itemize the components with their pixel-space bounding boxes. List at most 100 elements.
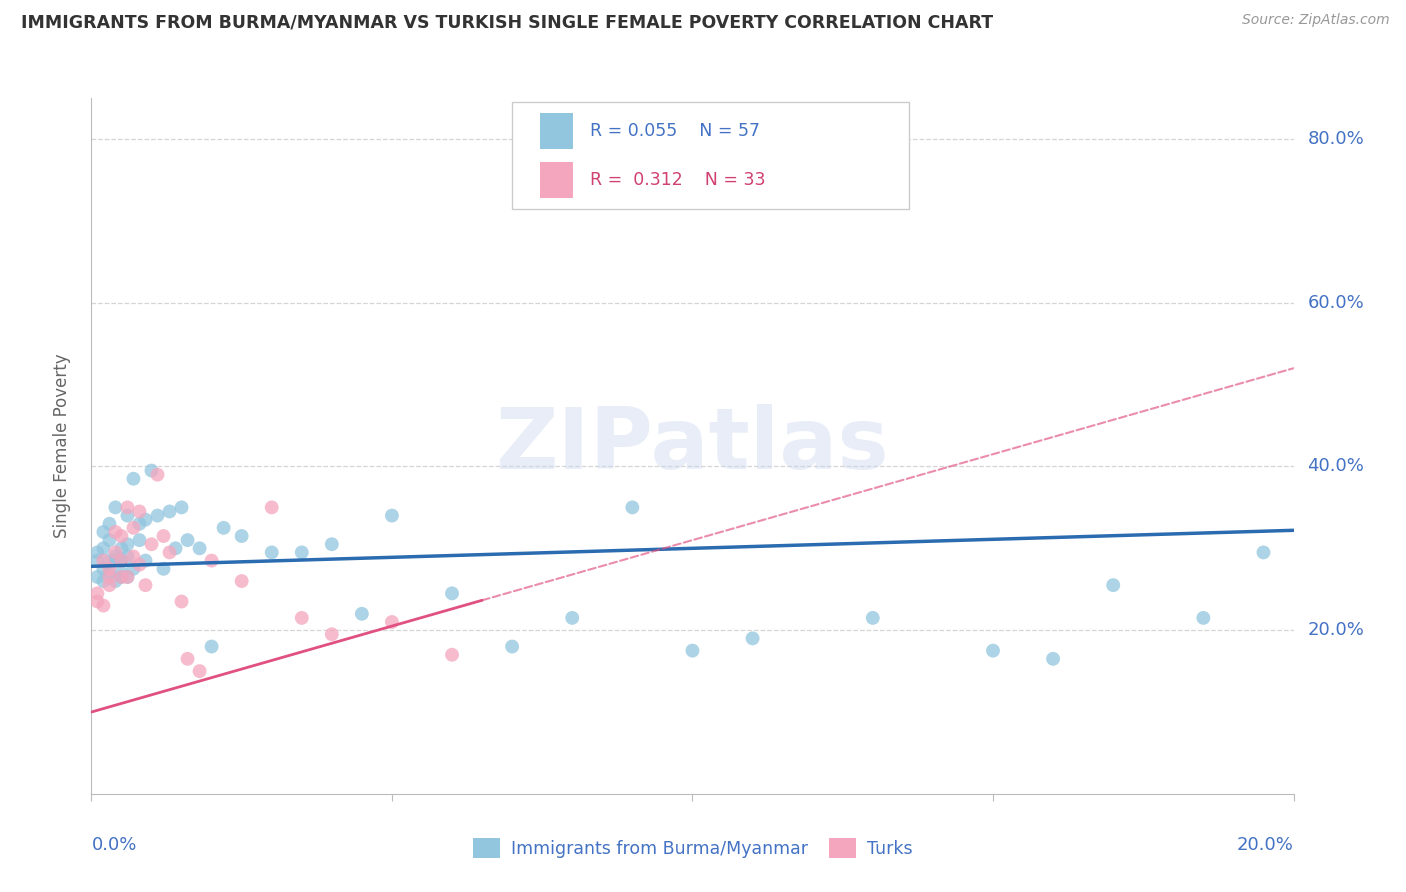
Point xyxy=(98,553,121,567)
Text: 40.0%: 40.0% xyxy=(1308,458,1364,475)
Point xyxy=(201,640,224,654)
Text: 0.0%: 0.0% xyxy=(91,836,136,854)
Point xyxy=(146,508,169,523)
Point xyxy=(134,513,156,527)
Point xyxy=(381,508,404,523)
Point xyxy=(110,570,132,584)
Text: 20.0%: 20.0% xyxy=(1237,836,1294,854)
Text: Source: ZipAtlas.com: Source: ZipAtlas.com xyxy=(1241,13,1389,28)
Point xyxy=(152,529,174,543)
Point xyxy=(159,504,181,518)
Text: R =  0.312    N = 33: R = 0.312 N = 33 xyxy=(591,170,766,189)
Point xyxy=(231,529,253,543)
FancyBboxPatch shape xyxy=(540,113,574,150)
Point xyxy=(110,570,132,584)
Point xyxy=(260,500,283,515)
Point xyxy=(1042,652,1064,666)
Point xyxy=(110,553,132,567)
Point xyxy=(122,472,145,486)
Point xyxy=(86,586,108,600)
Point xyxy=(117,570,139,584)
Point xyxy=(862,611,884,625)
Point xyxy=(117,537,139,551)
Point xyxy=(86,570,108,584)
Y-axis label: Single Female Poverty: Single Female Poverty xyxy=(52,354,70,538)
Point xyxy=(98,570,121,584)
Point xyxy=(98,578,121,592)
Point xyxy=(291,545,314,559)
Point xyxy=(170,500,193,515)
Point xyxy=(93,541,115,556)
Point xyxy=(134,578,156,592)
FancyBboxPatch shape xyxy=(512,102,908,210)
Point xyxy=(128,504,150,518)
Point xyxy=(231,574,253,588)
Point xyxy=(122,549,145,564)
Point xyxy=(170,594,193,608)
Point xyxy=(122,521,145,535)
Point xyxy=(110,529,132,543)
Point xyxy=(381,615,404,629)
Point xyxy=(291,611,314,625)
Point xyxy=(117,549,139,564)
Point xyxy=(110,541,132,556)
Point xyxy=(176,652,198,666)
Point xyxy=(117,508,139,523)
Point xyxy=(146,467,169,482)
Point xyxy=(117,570,139,584)
Point xyxy=(93,553,115,567)
Point xyxy=(159,545,181,559)
Point xyxy=(681,643,703,657)
Point xyxy=(104,545,127,559)
Point xyxy=(188,664,211,678)
Point xyxy=(98,516,121,531)
Point xyxy=(176,533,198,548)
Point xyxy=(128,516,150,531)
Point xyxy=(621,500,644,515)
Text: 80.0%: 80.0% xyxy=(1308,130,1364,148)
Point xyxy=(93,599,115,613)
Point xyxy=(212,521,235,535)
Point xyxy=(1102,578,1125,592)
Point xyxy=(93,574,115,588)
Point xyxy=(98,566,121,580)
Point xyxy=(110,553,132,567)
Point xyxy=(110,566,132,580)
Point xyxy=(104,549,127,564)
Point xyxy=(104,553,127,567)
Point xyxy=(98,562,121,576)
Point xyxy=(104,500,127,515)
Point xyxy=(86,553,108,567)
Point xyxy=(152,562,174,576)
Legend: Immigrants from Burma/Myanmar, Turks: Immigrants from Burma/Myanmar, Turks xyxy=(465,831,920,865)
Point xyxy=(321,537,343,551)
Point xyxy=(1192,611,1215,625)
Text: ZIPatlas: ZIPatlas xyxy=(495,404,890,488)
Point xyxy=(104,524,127,539)
Point xyxy=(741,632,763,646)
Point xyxy=(141,464,163,478)
Point xyxy=(141,537,163,551)
Point xyxy=(98,533,121,548)
Point xyxy=(440,586,463,600)
Point xyxy=(128,533,150,548)
Point xyxy=(86,594,108,608)
Point xyxy=(104,574,127,588)
Point xyxy=(188,541,211,556)
Point xyxy=(201,553,224,567)
Point xyxy=(86,545,108,559)
Point xyxy=(350,607,373,621)
Point xyxy=(165,541,187,556)
Point xyxy=(128,558,150,572)
Point xyxy=(501,640,523,654)
Text: 60.0%: 60.0% xyxy=(1308,293,1364,312)
Text: 20.0%: 20.0% xyxy=(1308,621,1364,640)
Point xyxy=(93,562,115,576)
Point xyxy=(321,627,343,641)
Point xyxy=(117,500,139,515)
FancyBboxPatch shape xyxy=(540,161,574,198)
Point xyxy=(134,553,156,567)
Point xyxy=(260,545,283,559)
Point xyxy=(440,648,463,662)
Point xyxy=(1253,545,1275,559)
